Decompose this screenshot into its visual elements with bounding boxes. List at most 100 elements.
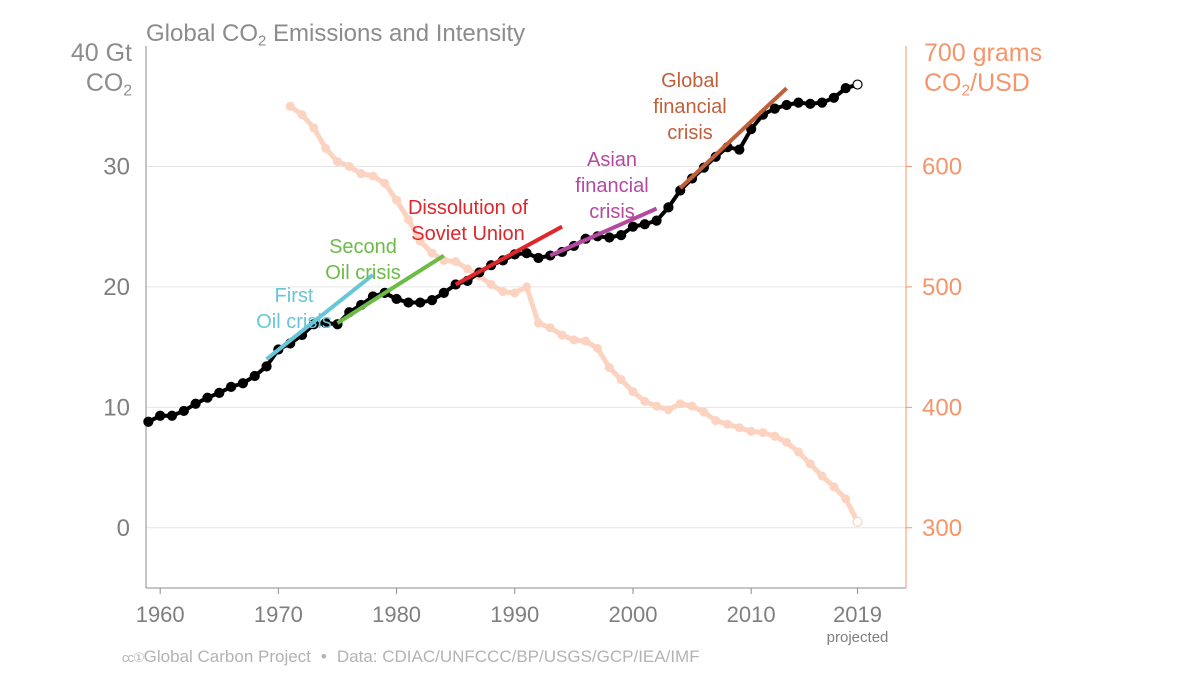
x-tick-label: 1960 xyxy=(136,602,185,627)
right-tick-label: 300 xyxy=(922,515,962,542)
emissions-point xyxy=(769,103,780,114)
annotation-label: Second xyxy=(329,236,397,258)
x-tick-label: 2000 xyxy=(608,602,657,627)
intensity-point xyxy=(545,323,555,333)
intensity-point xyxy=(746,426,756,436)
intensity-point xyxy=(557,330,567,340)
emissions-point xyxy=(604,232,615,243)
emissions-point xyxy=(143,416,154,427)
intensity-point xyxy=(687,401,697,411)
intensity-point xyxy=(723,419,733,429)
x-tick-label: 1990 xyxy=(490,602,539,627)
left-tick-label: 0 xyxy=(117,515,130,542)
emissions-point xyxy=(178,405,189,417)
emissions-point xyxy=(639,219,650,230)
intensity-point xyxy=(486,279,496,289)
emissions-point xyxy=(403,297,414,308)
emissions-point xyxy=(852,79,863,90)
x-tick-label: 1970 xyxy=(254,602,303,627)
intensity-point xyxy=(604,363,614,373)
intensity-point xyxy=(817,471,827,481)
left-tick-label: 20 xyxy=(103,274,130,301)
footer-separator: • xyxy=(320,647,327,666)
intensity-point xyxy=(332,157,342,167)
intensity-point xyxy=(616,375,626,385)
annotation-label: crisis xyxy=(667,122,713,144)
footer-project: Global Carbon Project xyxy=(143,647,311,666)
trend-line-soviet xyxy=(454,224,564,287)
x-tick-label: 2019 xyxy=(833,602,882,627)
intensity-point xyxy=(711,416,721,426)
intensity-point xyxy=(309,123,319,133)
footer-source: Data: CDIAC/UNFCCC/BP/USGS/GCP/IEA/IMF xyxy=(336,647,700,666)
left-axis-unit: 40 Gt CO2 xyxy=(70,39,132,100)
intensity-point xyxy=(841,494,851,504)
intensity-point xyxy=(510,288,520,298)
emissions-point xyxy=(155,410,166,421)
intensity-point xyxy=(403,214,413,224)
annotation-label: financial xyxy=(653,96,726,118)
x-tick-label: 1980 xyxy=(372,602,421,627)
intensity-point xyxy=(569,335,579,345)
emissions-point xyxy=(415,297,426,308)
intensity-point xyxy=(533,318,543,328)
annotation-label: Oil crisis xyxy=(256,311,332,333)
right-axis-unit: 700 grams CO2/USD xyxy=(924,39,1043,100)
emissions-point xyxy=(663,202,674,213)
trend-line-asian xyxy=(549,206,658,258)
right-tick-label: 400 xyxy=(922,394,962,421)
intensity-point xyxy=(652,401,662,411)
left-tick-label: 30 xyxy=(103,153,130,180)
emissions-point xyxy=(166,410,178,421)
annotation-label: crisis xyxy=(589,201,635,223)
emissions-point xyxy=(261,361,272,372)
annotation-label: Oil crisis xyxy=(325,262,401,284)
emissions-point xyxy=(190,398,201,409)
emissions-point xyxy=(734,144,745,155)
annotation-label: Asian xyxy=(587,149,637,171)
intensity-point xyxy=(640,396,650,406)
x-tick-note: projected xyxy=(827,629,889,646)
trend-line-global_fin xyxy=(678,86,788,190)
intensity-point xyxy=(368,171,378,181)
right-tick-label: 500 xyxy=(922,274,962,301)
intensity-point xyxy=(285,101,295,111)
trend-line-first_oil xyxy=(265,273,375,361)
emissions-point xyxy=(816,97,828,108)
intensity-point xyxy=(522,282,532,292)
emissions-point xyxy=(202,392,213,403)
intensity-point xyxy=(793,447,803,457)
annotation-label: Dissolution of xyxy=(408,197,529,219)
emissions-point xyxy=(226,381,237,392)
emissions-point xyxy=(237,378,249,389)
emissions-point xyxy=(828,92,840,103)
left-tick-label: 10 xyxy=(103,394,130,421)
emissions-point xyxy=(651,215,662,226)
annotation-label: financial xyxy=(575,175,648,197)
intensity-point xyxy=(628,387,638,397)
intensity-point xyxy=(734,423,744,433)
intensity-point xyxy=(758,428,768,438)
intensity-point xyxy=(852,516,863,527)
intensity-point xyxy=(451,257,461,267)
intensity-point xyxy=(782,437,792,447)
intensity-point xyxy=(593,343,603,353)
emissions-point xyxy=(438,287,449,299)
intensity-point xyxy=(415,236,425,246)
emissions-point xyxy=(521,248,532,259)
right-tick-label: 600 xyxy=(922,153,962,180)
intensity-line xyxy=(288,104,860,523)
emissions-point xyxy=(840,83,851,94)
annotation-label: Global xyxy=(661,70,719,92)
intensity-point xyxy=(321,143,331,153)
chart-title: Global CO2 Emissions and Intensity xyxy=(146,20,526,50)
intensity-point xyxy=(427,248,437,258)
intensity-point xyxy=(498,287,508,297)
emissions-point xyxy=(426,295,438,306)
emissions-point xyxy=(746,124,757,135)
intensity-point xyxy=(392,195,402,205)
x-tick-label: 2010 xyxy=(727,602,776,627)
intensity-point xyxy=(462,264,472,274)
intensity-point xyxy=(356,169,366,179)
